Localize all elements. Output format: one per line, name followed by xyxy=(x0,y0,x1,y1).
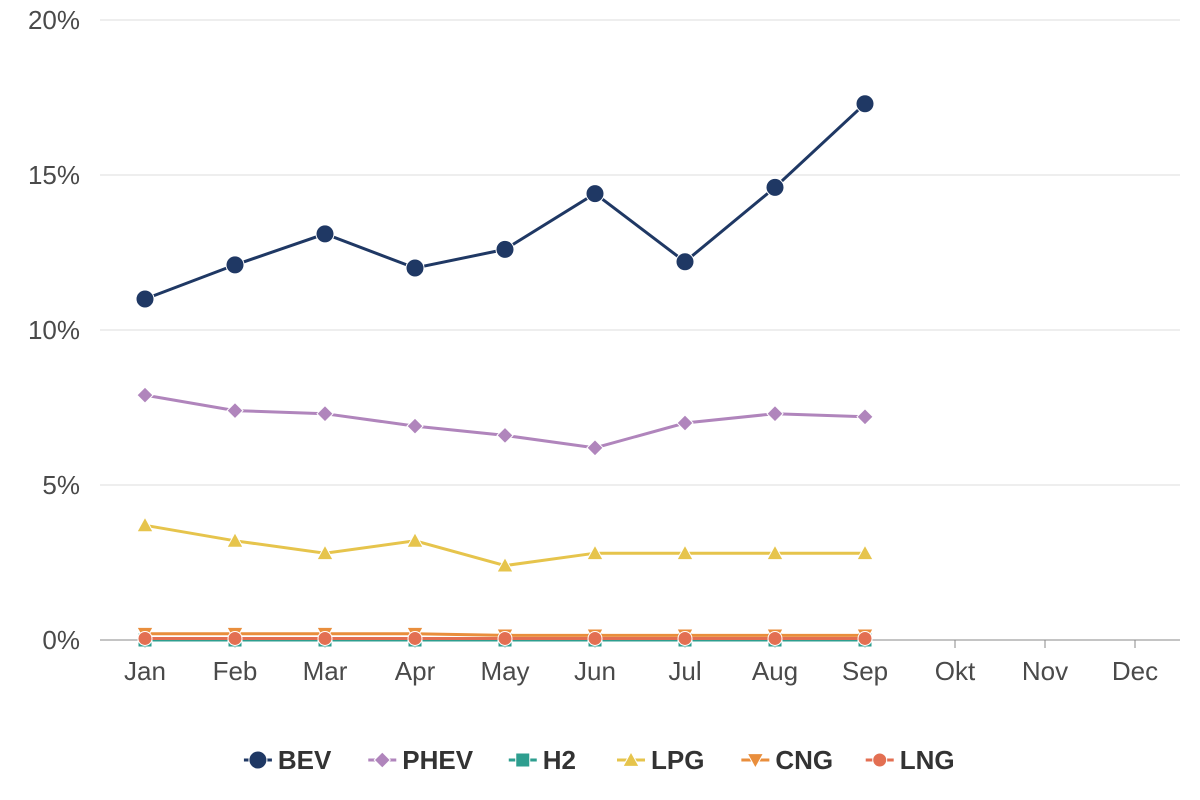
x-tick-label: Sep xyxy=(842,656,888,686)
y-tick-label: 5% xyxy=(42,470,80,500)
x-tick-label: Jul xyxy=(668,656,701,686)
legend-label: CNG xyxy=(775,745,833,775)
x-tick-label: Nov xyxy=(1022,656,1068,686)
x-tick-label: Jun xyxy=(574,656,616,686)
x-tick-label: Aug xyxy=(752,656,798,686)
x-tick-label: Feb xyxy=(213,656,258,686)
legend-label: LNG xyxy=(900,745,955,775)
x-tick-label: Jan xyxy=(124,656,166,686)
legend-label: BEV xyxy=(278,745,332,775)
y-tick-label: 20% xyxy=(28,5,80,35)
x-tick-label: May xyxy=(480,656,529,686)
y-tick-label: 15% xyxy=(28,160,80,190)
x-tick-label: Dec xyxy=(1112,656,1158,686)
chart-svg: 0% 5% 10% 15% 20% Jan Feb Mar Apr May Jun Jul Aug Sep… xyxy=(0,0,1200,800)
legend-label: LPG xyxy=(651,745,704,775)
legend-label: H2 xyxy=(543,745,576,775)
x-tick-label: Okt xyxy=(935,656,976,686)
x-tick-label: Mar xyxy=(303,656,348,686)
y-tick-label: 0% xyxy=(42,625,80,655)
legend-label: PHEV xyxy=(402,745,473,775)
line-chart: 0% 5% 10% 15% 20% Jan Feb Mar Apr May Jun Jul Aug Sep… xyxy=(0,0,1200,800)
x-tick-label: Apr xyxy=(395,656,436,686)
y-tick-label: 10% xyxy=(28,315,80,345)
